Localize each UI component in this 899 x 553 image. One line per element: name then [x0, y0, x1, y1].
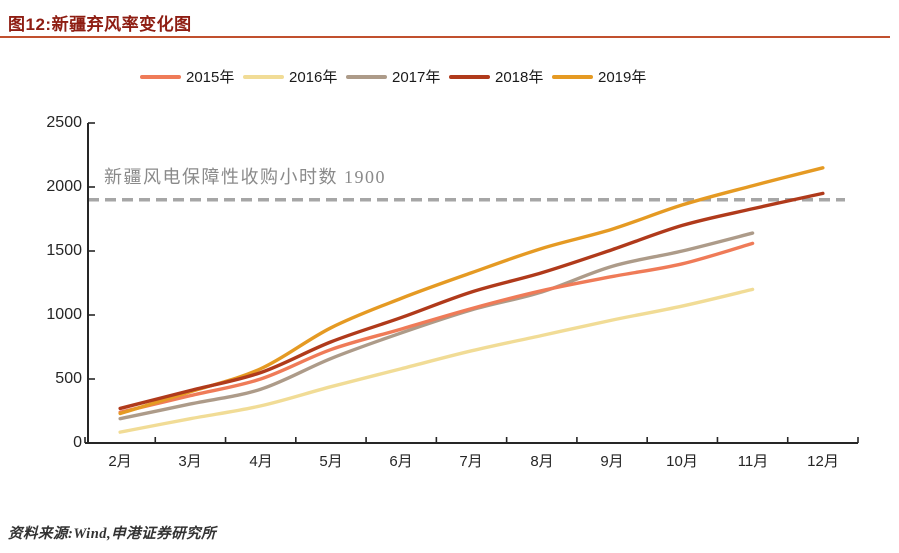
legend-line-swatch-2019: [552, 74, 593, 79]
x-axis-tick-label: 11月: [737, 453, 769, 470]
y-axis-tick-label: 1000: [46, 306, 82, 323]
legend-line-swatch-2018: [449, 74, 490, 79]
x-axis-tick-label: 12月: [807, 453, 839, 470]
source-note: 资料来源:Wind,申港证券研究所: [8, 526, 217, 542]
x-axis-tick-label: 10月: [666, 453, 698, 470]
x-axis-tick-label: 4月: [249, 453, 273, 470]
legend-line-swatch-2015: [140, 74, 181, 79]
legend-item-2019: 2019年: [552, 66, 655, 87]
legend-item-2015: 2015年: [140, 66, 243, 87]
x-axis-tick-label: 3月: [178, 453, 202, 470]
legend-line-swatch-2017: [346, 74, 387, 79]
x-axis-tick-label: 7月: [459, 453, 483, 470]
legend-label: 2016年: [289, 69, 338, 86]
series-line-2016年: [118, 287, 755, 434]
legend-item-2017: 2017年: [346, 66, 449, 87]
legend-label: 2017年: [392, 69, 441, 86]
y-axis-tick-label: 500: [55, 370, 82, 387]
y-axis-tick-label: 1500: [46, 242, 82, 259]
y-axis-tick-label: 0: [73, 434, 82, 451]
legend-item-2018: 2018年: [449, 66, 552, 87]
figure-title: 图12:新疆弃风率变化图: [8, 15, 192, 34]
title-divider: [0, 36, 890, 38]
x-axis-tick-label: 6月: [389, 453, 413, 470]
legend-label: 2019年: [598, 69, 647, 86]
x-axis-tick-label: 2月: [108, 453, 132, 470]
legend-label: 2015年: [186, 69, 235, 86]
legend-item-2016: 2016年: [243, 66, 346, 87]
series-line-2017年: [118, 231, 755, 421]
y-axis-tick-label: 2000: [46, 178, 82, 195]
x-axis-tick-label: 8月: [530, 453, 554, 470]
legend-label: 2018年: [495, 69, 544, 86]
reference-line-annotation: 新疆风电保障性收购小时数 1900: [104, 167, 386, 187]
x-axis-tick-label: 9月: [600, 453, 624, 470]
y-axis-tick-label: 2500: [46, 114, 82, 131]
legend-line-swatch-2016: [243, 74, 284, 79]
series-line-2018年: [118, 191, 825, 411]
series-line-2015年: [118, 241, 755, 414]
series-line-2019年: [118, 166, 825, 416]
x-axis-tick-label: 5月: [319, 453, 343, 470]
chart-legend: 2015年 2016年 2017年 2018年 2019年: [140, 66, 655, 87]
